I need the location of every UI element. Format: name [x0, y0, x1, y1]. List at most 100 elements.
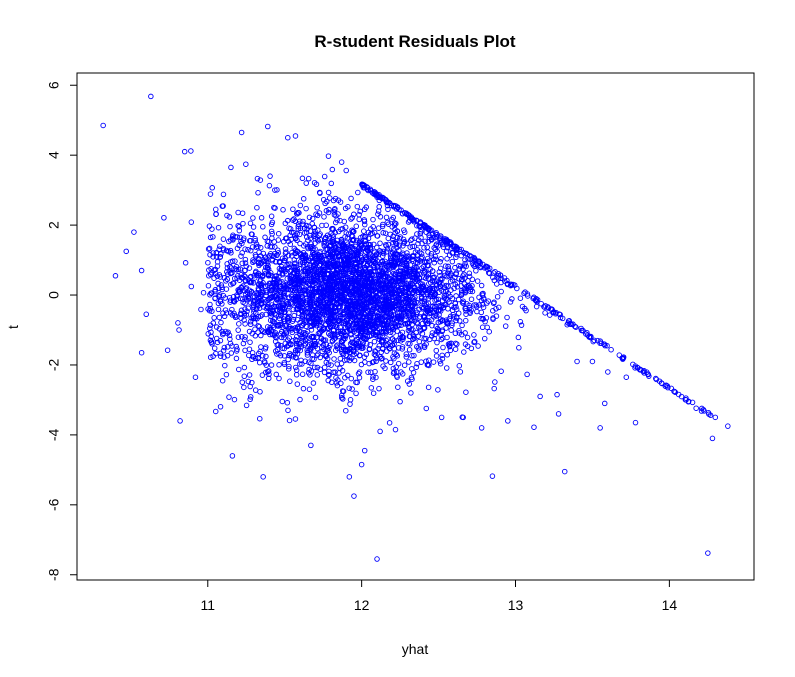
- data-point: [380, 230, 386, 236]
- data-point: [468, 296, 475, 302]
- data-point: [385, 199, 391, 206]
- data-point: [258, 215, 265, 221]
- data-point: [317, 366, 323, 373]
- data-point: [418, 229, 424, 235]
- data-point: [320, 252, 326, 259]
- data-point: [385, 206, 391, 213]
- data-point: [454, 314, 460, 320]
- data-point: [239, 296, 246, 302]
- data-point: [326, 321, 333, 327]
- data-point: [364, 328, 370, 335]
- data-point: [252, 333, 259, 339]
- data-point: [284, 315, 291, 322]
- data-point: [236, 366, 242, 373]
- data-point: [380, 346, 386, 352]
- data-point: [376, 292, 382, 299]
- data-point: [410, 336, 416, 343]
- data-point: [372, 324, 378, 331]
- data-point: [322, 278, 328, 285]
- data-point: [351, 253, 357, 259]
- data-point: [433, 234, 440, 240]
- data-point: [453, 293, 459, 299]
- data-point: [260, 474, 266, 480]
- data-point: [397, 398, 403, 405]
- data-point: [254, 175, 261, 182]
- data-point: [415, 333, 421, 339]
- data-point: [453, 246, 460, 252]
- data-point: [348, 375, 355, 382]
- data-point: [370, 216, 376, 223]
- data-point: [336, 333, 342, 340]
- data-point: [255, 323, 262, 329]
- data-point: [389, 216, 395, 223]
- data-point: [296, 210, 302, 216]
- data-point: [427, 266, 433, 272]
- data-point: [286, 352, 293, 359]
- data-point: [498, 288, 504, 295]
- data-point: [449, 320, 455, 326]
- data-point: [279, 271, 286, 278]
- data-point: [320, 327, 326, 333]
- data-point: [422, 314, 428, 320]
- data-point: [307, 235, 314, 241]
- data-point: [473, 268, 479, 274]
- data-point: [370, 313, 377, 319]
- data-point: [452, 300, 458, 306]
- data-point: [404, 378, 411, 384]
- data-point: [363, 292, 370, 298]
- data-point: [243, 161, 249, 167]
- data-point: [355, 189, 361, 196]
- data-point: [213, 335, 220, 342]
- data-point: [345, 321, 352, 328]
- data-point: [260, 304, 267, 310]
- data-point: [376, 385, 382, 392]
- data-point: [263, 353, 269, 360]
- data-point: [227, 310, 234, 316]
- data-point: [479, 301, 486, 308]
- data-point: [334, 342, 341, 348]
- data-point: [437, 358, 443, 364]
- data-point: [328, 180, 335, 187]
- data-point: [391, 337, 397, 344]
- data-point: [440, 244, 447, 250]
- data-point: [287, 261, 293, 267]
- data-point: [329, 261, 336, 268]
- data-point: [334, 345, 341, 351]
- data-point: [423, 310, 429, 317]
- data-point: [678, 393, 685, 400]
- data-point: [471, 339, 477, 346]
- data-point: [333, 374, 339, 381]
- data-point: [605, 369, 611, 375]
- data-point: [240, 283, 246, 289]
- data-point: [326, 368, 332, 375]
- data-point: [164, 347, 171, 353]
- data-point: [411, 270, 417, 277]
- data-point: [484, 324, 490, 331]
- data-point: [460, 298, 466, 304]
- data-point: [371, 241, 377, 248]
- data-point: [524, 293, 531, 299]
- data-point: [284, 266, 291, 272]
- data-point: [271, 332, 278, 339]
- data-point: [338, 159, 345, 165]
- data-point: [341, 218, 348, 225]
- data-point: [325, 281, 332, 288]
- data-point: [327, 332, 333, 338]
- data-point: [257, 177, 264, 183]
- data-point: [376, 311, 382, 317]
- data-point: [297, 240, 303, 247]
- data-point: [331, 207, 338, 213]
- data-point: [321, 214, 327, 220]
- data-point: [321, 303, 327, 309]
- data-point: [298, 277, 304, 284]
- data-point: [207, 292, 213, 298]
- data-point: [516, 345, 522, 351]
- data-point: [421, 221, 427, 228]
- data-point: [205, 283, 212, 289]
- data-point: [229, 234, 236, 240]
- data-point: [255, 329, 261, 335]
- data-point: [462, 260, 468, 267]
- data-point: [342, 224, 349, 230]
- data-point: [307, 297, 313, 303]
- data-point: [267, 288, 274, 294]
